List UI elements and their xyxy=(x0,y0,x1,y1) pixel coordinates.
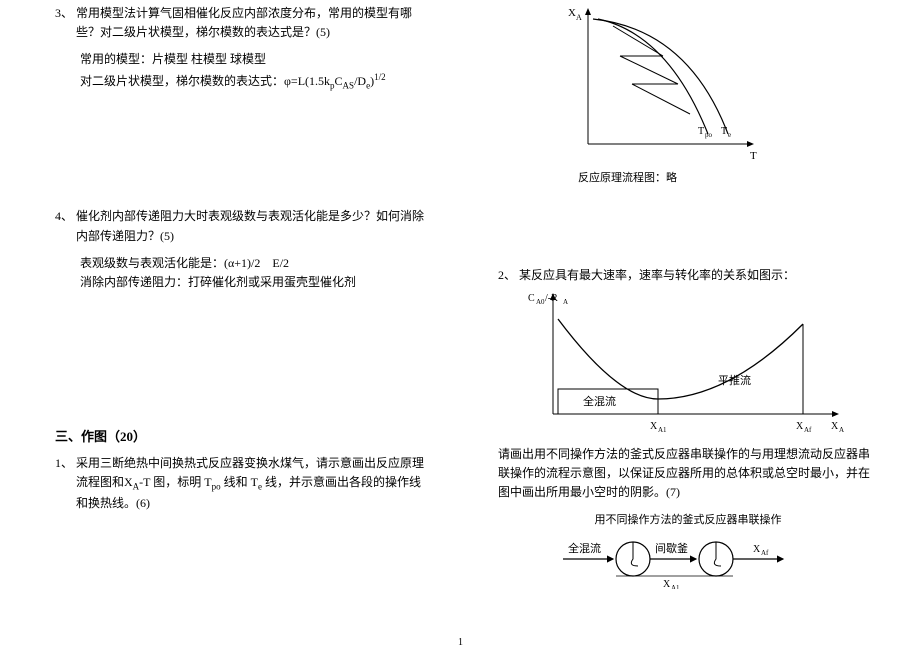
question-3: 3、 常用模型法计算气固相催化反应内部浓度分布，常用的模型有哪些？对二级片状模型… xyxy=(55,4,435,92)
svg-text:间歇釜: 间歇釜 xyxy=(655,541,688,555)
q4-ans2: 消除内部传递阻力：打碎催化剂或采用蛋壳型催化剂 xyxy=(80,273,435,292)
q2-after: 请画出用不同操作方法的釜式反应器串联操作的与用理想流动反应器串联操作的流程示意图… xyxy=(498,445,878,503)
q2-number: 2、 xyxy=(498,266,516,285)
svg-text:C: C xyxy=(528,293,535,304)
q3-text: 常用模型法计算气固相催化反应内部浓度分布，常用的模型有哪些？对二级片状模型，梯尔… xyxy=(76,4,431,42)
svg-text:A: A xyxy=(563,298,568,306)
figure-xa-t: XA T Tpo Te 反应原理流程图：略 xyxy=(558,4,878,188)
left-column: 3、 常用模型法计算气固相催化反应内部浓度分布，常用的模型有哪些？对二级片状模型… xyxy=(55,0,435,531)
svg-text:A1: A1 xyxy=(658,426,667,434)
s3-q1-text: 采用三断绝热中间换热式反应器变换水煤气，请示意画出反应原理流程图和XA-T 图，… xyxy=(76,454,431,513)
fig1-caption: 反应原理流程图：略 xyxy=(578,170,878,188)
svg-text:A1: A1 xyxy=(671,584,680,589)
svg-text:T: T xyxy=(721,126,727,137)
svg-text:Af: Af xyxy=(761,549,769,557)
section-3: 三、作图（20） 1、 采用三断绝热中间换热式反应器变换水煤气，请示意画出反应原… xyxy=(55,427,435,513)
xa-t-svg: XA T Tpo Te xyxy=(558,4,768,164)
q4-text: 催化剂内部传递阻力大时表观级数与表观活化能是多少？如何消除内部传递阻力？(5) xyxy=(76,207,431,245)
zone-quanhun: 全混流 xyxy=(583,394,616,408)
svg-text:A0: A0 xyxy=(536,298,545,306)
svg-text:Af: Af xyxy=(804,426,812,434)
q3-ans2: 对二级片状模型，梯尔模数的表达式：φ=L(1.5kpCAS/De)1/2 xyxy=(80,70,435,93)
svg-text:全混流: 全混流 xyxy=(568,541,601,555)
figure-reactors: 全混流 间歇釜 XAf XA1 xyxy=(558,534,878,589)
q3-ans1: 常用的模型：片模型 柱模型 球模型 xyxy=(80,50,435,69)
svg-text:X: X xyxy=(796,421,804,432)
svg-text:A: A xyxy=(576,13,582,22)
fig3-caption: 用不同操作方法的釜式反应器串联操作 xyxy=(498,512,878,530)
right-column: XA T Tpo Te 反应原理流程图：略 2、 某反应具有最大速率，速率与转化… xyxy=(498,0,878,607)
svg-text:X: X xyxy=(753,544,761,555)
section3-q1: 1、 采用三断绝热中间换热式反应器变换水煤气，请示意画出反应原理流程图和XA-T… xyxy=(55,454,435,513)
page-number: 1 xyxy=(458,635,463,651)
q4-ans1: 表观级数与表观活化能是：(α+1)/2 E/2 xyxy=(80,254,435,273)
q4-number: 4、 xyxy=(55,207,73,226)
svg-text:X: X xyxy=(650,421,658,432)
svg-text:e: e xyxy=(728,131,731,139)
q2-text: 某反应具有最大速率，速率与转化率的关系如图示： xyxy=(519,266,874,285)
question-2-right: 2、 某反应具有最大速率，速率与转化率的关系如图示： CA0/-RA XA xyxy=(498,266,878,589)
zone-pingtui: 平推流 xyxy=(718,373,751,387)
q3-number: 3、 xyxy=(55,4,73,23)
section-3-title: 三、作图（20） xyxy=(55,427,435,448)
svg-text:po: po xyxy=(705,131,713,139)
svg-text:T: T xyxy=(698,126,704,137)
rate-svg: CA0/-RA XA 全混流 平推流 XA1 XAf xyxy=(528,289,848,439)
svg-text:X: X xyxy=(663,579,671,589)
q4-answers: 表观级数与表观活化能是：(α+1)/2 E/2 消除内部传递阻力：打碎催化剂或采… xyxy=(80,254,435,292)
svg-text:A: A xyxy=(839,426,844,434)
figure-rate: CA0/-RA XA 全混流 平推流 XA1 XAf xyxy=(528,289,878,439)
q3-answers: 常用的模型：片模型 柱模型 球模型 对二级片状模型，梯尔模数的表达式：φ=L(1… xyxy=(80,50,435,92)
svg-text:/-R: /-R xyxy=(545,293,558,304)
svg-text:X: X xyxy=(568,7,576,19)
svg-text:X: X xyxy=(831,421,839,432)
svg-text:T: T xyxy=(750,150,757,162)
s3-q1-number: 1、 xyxy=(55,454,73,473)
reactors-svg: 全混流 间歇釜 XAf XA1 xyxy=(558,534,808,589)
question-4: 4、 催化剂内部传递阻力大时表观级数与表观活化能是多少？如何消除内部传递阻力？(… xyxy=(55,207,435,292)
